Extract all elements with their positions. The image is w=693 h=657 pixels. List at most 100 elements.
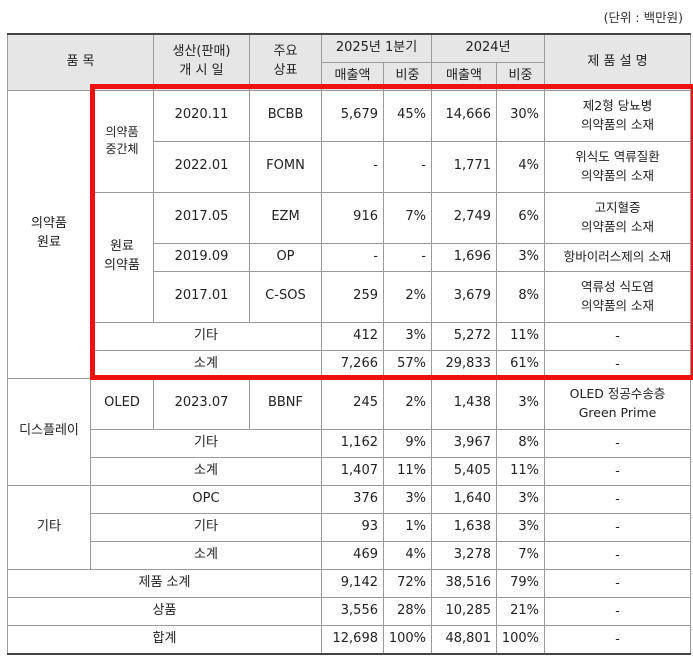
share-2025-cell: 57%	[383, 349, 432, 379]
table-row-display-other: 기타 1,162 9% 3,967 8% -	[8, 428, 692, 458]
sales-2024-cell: 3,967	[431, 428, 497, 458]
share-2025-cell: -	[383, 140, 432, 193]
header-brand: 주요 상표	[249, 33, 322, 91]
header-sales-2025: 매출액	[321, 61, 384, 91]
header-launch-line1: 생산(판매)	[172, 44, 231, 60]
description-cell: 고지혈증 의약품의 소재	[544, 191, 692, 244]
row-label: 제품 소계	[7, 568, 322, 598]
sales-2025-cell: 9,142	[321, 568, 384, 598]
sales-2024-cell: 5,405	[431, 456, 497, 486]
header-description: 제 품 설 명	[544, 33, 692, 91]
sales-2025-cell: 259	[321, 270, 384, 323]
header-brand-line2: 상표	[273, 63, 298, 79]
brand-cell: FOMN	[249, 140, 322, 193]
sales-2025-cell: 245	[321, 377, 384, 430]
description-cell: 항바이러스제의 소재	[544, 242, 692, 272]
row-label: 상품	[7, 596, 322, 626]
table-row-other-subtotal: 소계 469 4% 3,278 7% -	[8, 540, 692, 570]
unit-note: (단위 : 백만원)	[603, 10, 683, 25]
launch-date-cell: 2020.11	[153, 89, 250, 142]
share-2025-cell: 3%	[383, 484, 432, 514]
share-2024-cell: 21%	[495, 596, 546, 626]
group-pharma: 의약품 원료	[7, 89, 91, 379]
brand-cell: BCBB	[249, 89, 322, 142]
share-2025-cell: 3%	[383, 321, 432, 351]
share-2025-cell: 28%	[383, 596, 432, 626]
share-2024-cell: 3%	[495, 512, 546, 542]
sales-2024-cell: 2,749	[431, 191, 497, 244]
sales-2025-cell: 3,556	[321, 596, 384, 626]
table-row-display-subtotal: 소계 1,407 11% 5,405 11% -	[8, 456, 692, 486]
share-2025-cell: 1%	[383, 512, 432, 542]
sales-2024-cell: 1,640	[431, 484, 497, 514]
table-row-pharma-subtotal: 소계 7,266 57% 29,833 61% -	[8, 349, 692, 379]
table-row-pharma-other: 기타 412 3% 5,272 11% -	[8, 321, 692, 351]
table-row-other-other: 기타 93 1% 1,638 3% -	[8, 512, 692, 542]
brand-cell: BBNF	[249, 377, 322, 430]
share-2024-cell: 8%	[495, 270, 546, 323]
sales-2025-cell: 93	[321, 512, 384, 542]
brand-cell: C-SOS	[249, 270, 322, 323]
share-2024-cell: 6%	[495, 191, 546, 244]
share-2024-cell: 4%	[495, 140, 546, 193]
group-other: 기타	[7, 484, 91, 570]
launch-date-cell: 2022.01	[153, 140, 250, 193]
share-2024-cell: 100%	[495, 624, 546, 655]
row-label: OPC	[90, 484, 322, 514]
row-label: 소계	[90, 540, 322, 570]
sales-2024-cell: 38,516	[431, 568, 497, 598]
share-2025-cell: 45%	[383, 89, 432, 142]
share-2025-cell: 2%	[383, 270, 432, 323]
description-cell: -	[544, 349, 692, 379]
row-label: 기타	[90, 512, 322, 542]
header-period-2025: 2025년 1분기	[321, 33, 432, 63]
sales-2024-cell: 48,801	[431, 624, 497, 655]
table-row-product-subtotal: 제품 소계 9,142 72% 38,516 79% -	[7, 568, 692, 598]
description-cell: 제2형 당뇨병 의약품의 소재	[544, 89, 692, 142]
header-launch-line2: 개 시 일	[179, 63, 224, 79]
product-sales-table: 품 목 생산(판매) 개 시 일 주요 상표 2025년 1분기 2024년 제 품…	[7, 33, 692, 655]
sales-2024-cell: 1,438	[431, 377, 497, 430]
group-display: 디스플레이	[7, 377, 91, 486]
share-2024-cell: 79%	[495, 568, 546, 598]
share-2025-cell: 72%	[383, 568, 432, 598]
sales-2024-cell: 5,272	[431, 321, 497, 351]
sales-2025-cell: 376	[321, 484, 384, 514]
share-2025-cell: 7%	[383, 191, 432, 244]
table-row-opc: 기타 OPC 376 3% 1,640 3% -	[7, 484, 692, 570]
description-cell: -	[544, 321, 692, 351]
description-cell: -	[544, 624, 692, 655]
sales-2025-cell: 916	[321, 191, 384, 244]
sales-2025-cell: 1,162	[321, 428, 384, 458]
description-cell: 역류성 식도염 의약품의 소재	[544, 270, 692, 323]
sales-2024-cell: 1,771	[431, 140, 497, 193]
share-2025-cell: 100%	[383, 624, 432, 655]
sales-2024-cell: 14,666	[431, 89, 497, 142]
share-2025-cell: 9%	[383, 428, 432, 458]
sales-2025-cell: -	[321, 140, 384, 193]
description-cell: -	[544, 512, 692, 542]
description-cell: -	[544, 596, 692, 626]
share-2024-cell: 3%	[495, 377, 546, 430]
header-item: 품 목	[7, 33, 154, 91]
table-row-fomn: 2022.01 FOMN - - 1,771 4% 위식도 역류질환 의약품의 …	[8, 140, 692, 193]
table-row-ezm: 원료 의약품 2017.05 EZM 916 7% 2,749 6% 고지혈증 …	[8, 191, 692, 323]
header-launch-date: 생산(판매) 개 시 일	[153, 33, 250, 91]
share-2024-cell: 61%	[495, 349, 546, 379]
row-label: 합계	[7, 624, 322, 655]
description-cell: -	[544, 428, 692, 458]
description-cell: -	[544, 540, 692, 570]
share-2024-cell: 30%	[495, 89, 546, 142]
sales-2025-cell: 412	[321, 321, 384, 351]
share-2025-cell: 2%	[383, 377, 432, 430]
share-2024-cell: 3%	[495, 484, 546, 514]
sales-2025-cell: -	[321, 242, 384, 272]
sales-2024-cell: 29,833	[431, 349, 497, 379]
description-cell: -	[544, 568, 692, 598]
row-label: 기타	[90, 428, 322, 458]
description-cell: 위식도 역류질환 의약품의 소재	[544, 140, 692, 193]
sales-2025-cell: 5,679	[321, 89, 384, 142]
share-2024-cell: 8%	[495, 428, 546, 458]
row-label: 기타	[90, 321, 322, 351]
sales-2024-cell: 10,285	[431, 596, 497, 626]
